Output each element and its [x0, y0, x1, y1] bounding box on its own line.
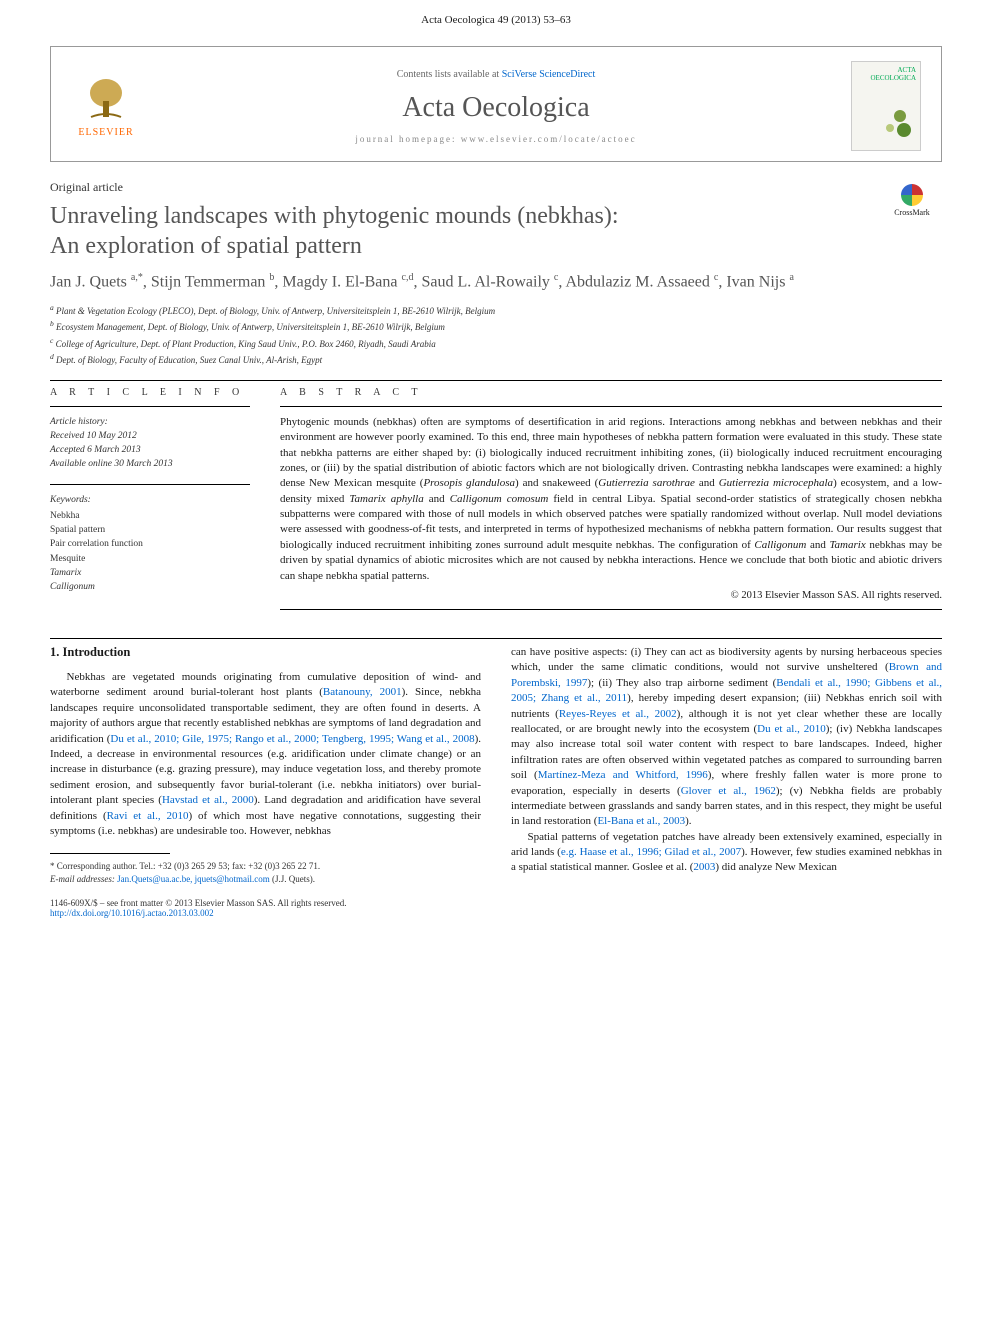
publisher-name: ELSEVIER	[78, 127, 133, 138]
journal-header-box: ELSEVIER Contents lists available at Sci…	[50, 46, 942, 162]
divider	[280, 406, 942, 407]
publisher-logo: ELSEVIER	[71, 66, 141, 146]
body-columns: 1. Introduction Nebkhas are vegetated mo…	[50, 645, 942, 885]
footer-doi-link[interactable]: http://dx.doi.org/10.1016/j.actao.2013.0…	[50, 908, 214, 918]
contents-prefix: Contents lists available at	[397, 69, 502, 80]
history-label: Article history:	[50, 415, 250, 429]
abstract-text: Phytogenic mounds (nebkhas) often are sy…	[280, 415, 942, 584]
affiliations: a Plant & Vegetation Ecology (PLECO), De…	[50, 302, 942, 368]
contents-line: Contents lists available at SciVerse Sci…	[141, 69, 851, 80]
title-line-2: An exploration of spatial pattern	[50, 233, 362, 259]
elsevier-tree-icon	[81, 75, 131, 125]
article-type: Original article	[50, 180, 942, 195]
crossmark-badge[interactable]: CrossMark	[882, 184, 942, 217]
affiliation-line: a Plant & Vegetation Ecology (PLECO), De…	[50, 302, 942, 319]
article-info-label: A R T I C L E I N F O	[50, 387, 250, 398]
affiliation-line: c College of Agriculture, Dept. of Plant…	[50, 335, 942, 352]
journal-cover-thumb: ACTA OECOLOGICA	[851, 61, 921, 151]
email-line: E-mail addresses: Jan.Quets@ua.ac.be, jq…	[50, 873, 481, 886]
article-title: Unraveling landscapes with phytogenic mo…	[50, 201, 942, 261]
divider	[50, 638, 942, 639]
homepage-line: journal homepage: www.elsevier.com/locat…	[141, 134, 851, 144]
homepage-prefix: journal homepage:	[355, 134, 460, 144]
keyword: Tamarix	[50, 566, 250, 580]
body-col-left: 1. Introduction Nebkhas are vegetated mo…	[50, 645, 481, 885]
affiliation-line: d Dept. of Biology, Faculty of Education…	[50, 351, 942, 368]
history-line: Received 10 May 2012	[50, 429, 250, 443]
divider	[50, 380, 942, 381]
email-suffix: (J.J. Quets).	[270, 874, 315, 884]
author-email-link[interactable]: Jan.Quets@ua.ac.be, jquets@hotmail.com	[117, 874, 270, 884]
history-line: Available online 30 March 2013	[50, 457, 250, 471]
abstract-label: A B S T R A C T	[280, 387, 942, 398]
abstract-col: A B S T R A C T Phytogenic mounds (nebkh…	[280, 387, 942, 618]
footnotes: * Corresponding author. Tel.: +32 (0)3 2…	[50, 860, 481, 885]
email-label: E-mail addresses:	[50, 874, 117, 884]
copyright-line: © 2013 Elsevier Masson SAS. All rights r…	[280, 590, 942, 601]
header-center: Contents lists available at SciVerse Sci…	[141, 69, 851, 144]
homepage-url[interactable]: www.elsevier.com/locate/actoec	[461, 134, 637, 144]
crossmark-label: CrossMark	[894, 208, 930, 217]
keyword: Nebkha	[50, 509, 250, 523]
footer-issn: 1146-609X/$ – see front matter © 2013 El…	[50, 898, 942, 908]
body-col-right: can have positive aspects: (i) They can …	[511, 645, 942, 885]
divider	[50, 406, 250, 407]
keyword: Pair correlation function	[50, 537, 250, 551]
page-footer: 1146-609X/$ – see front matter © 2013 El…	[50, 898, 942, 918]
keywords-block: Keywords: NebkhaSpatial patternPair corr…	[50, 493, 250, 595]
corresponding-author: * Corresponding author. Tel.: +32 (0)3 2…	[50, 860, 481, 873]
info-abstract-row: A R T I C L E I N F O Article history: R…	[50, 387, 942, 618]
intro-text-col2: can have positive aspects: (i) They can …	[511, 645, 942, 876]
running-head: Acta Oecologica 49 (2013) 53–63	[0, 0, 992, 36]
divider	[50, 484, 250, 485]
article-info-col: A R T I C L E I N F O Article history: R…	[50, 387, 250, 618]
keyword: Calligonum	[50, 580, 250, 594]
cover-dots-icon	[882, 108, 912, 142]
crossmark-icon	[901, 184, 923, 206]
keyword: Spatial pattern	[50, 523, 250, 537]
history-line: Accepted 6 March 2013	[50, 443, 250, 457]
journal-name: Acta Oecologica	[141, 92, 851, 124]
sciencedirect-link[interactable]: SciVerse ScienceDirect	[502, 69, 596, 80]
keyword: Mesquite	[50, 552, 250, 566]
affiliation-line: b Ecosystem Management, Dept. of Biology…	[50, 318, 942, 335]
divider	[280, 609, 942, 610]
history-block: Article history: Received 10 May 2012 Ac…	[50, 415, 250, 472]
intro-text-col1: Nebkhas are vegetated mounds originating…	[50, 670, 481, 839]
title-line-1: Unraveling landscapes with phytogenic mo…	[50, 203, 619, 229]
cover-title: ACTA OECOLOGICA	[852, 62, 920, 86]
author-list: Jan J. Quets a,*, Stijn Temmerman b, Mag…	[50, 271, 942, 294]
keywords-label: Keywords:	[50, 493, 250, 507]
footnote-rule	[50, 853, 170, 854]
introduction-heading: 1. Introduction	[50, 645, 481, 660]
